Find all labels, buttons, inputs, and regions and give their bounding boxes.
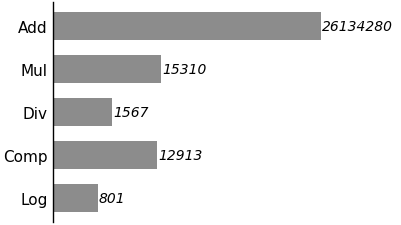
Bar xyxy=(0,13,320,41)
Text: 26134280: 26134280 xyxy=(321,20,392,34)
Text: 801: 801 xyxy=(99,191,125,205)
Bar xyxy=(0,99,112,126)
Text: 15310: 15310 xyxy=(162,63,206,76)
Bar xyxy=(0,56,161,83)
Bar xyxy=(0,142,157,169)
Text: 12913: 12913 xyxy=(158,148,202,162)
Text: 1567: 1567 xyxy=(113,106,148,119)
Bar xyxy=(0,184,97,212)
